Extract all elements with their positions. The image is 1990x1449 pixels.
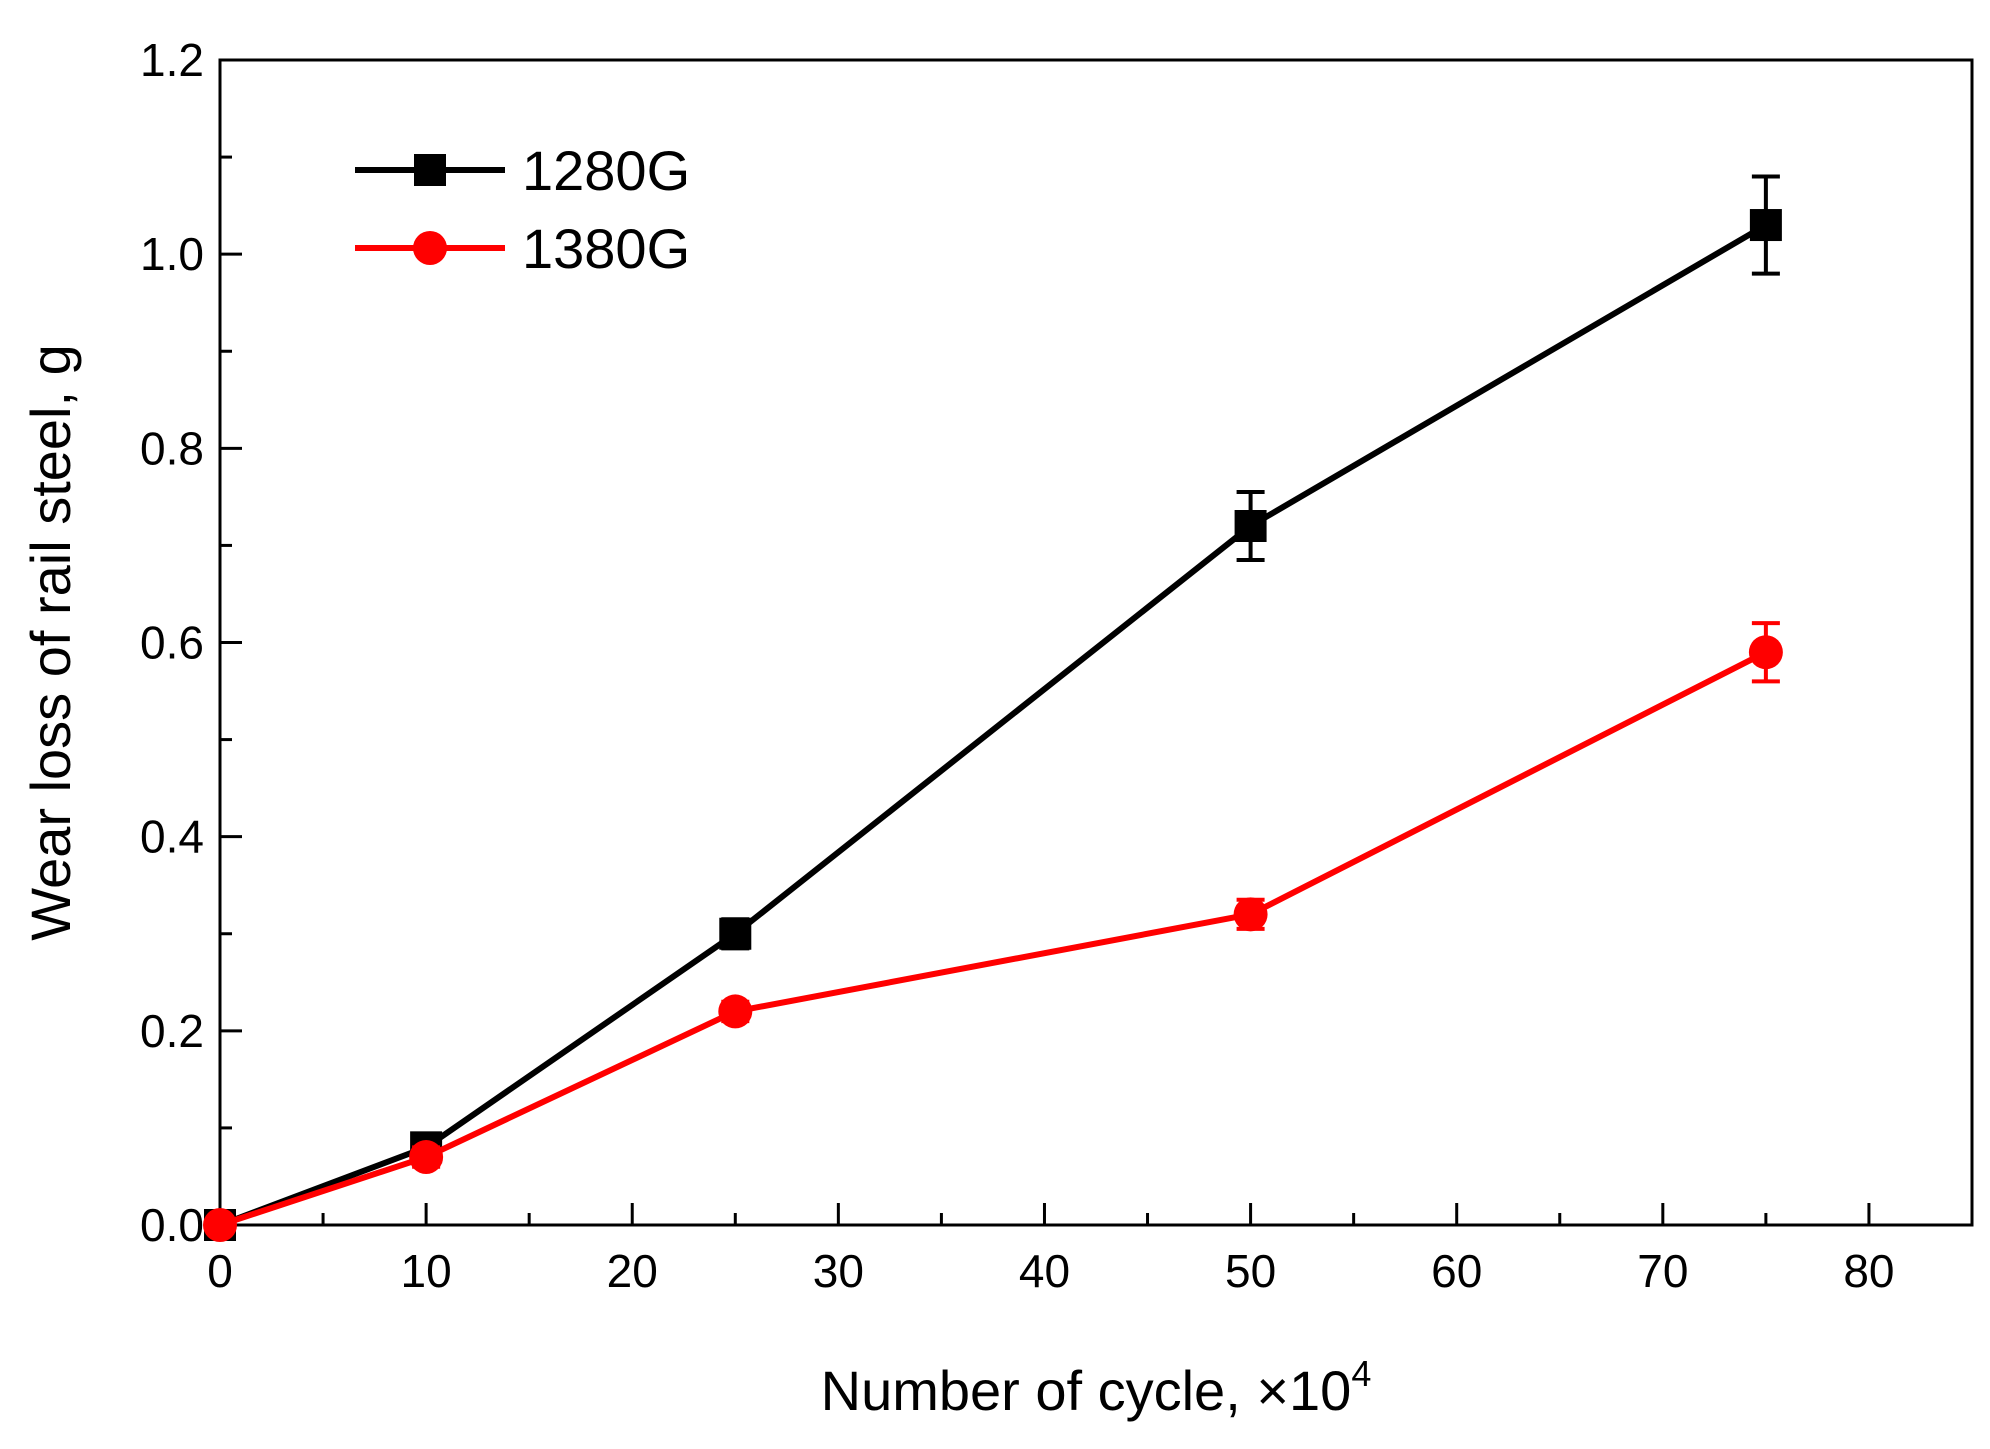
y-tick-label: 1.0: [140, 228, 204, 280]
y-axis-ticks: 0.0 0.2 0.4 0.6 0.8 1.0 1.2: [140, 34, 242, 1251]
data-point-circle: [1233, 897, 1268, 932]
data-point-square: [1234, 510, 1267, 542]
x-tick-label: 70: [1637, 1245, 1688, 1297]
x-tick-label: 30: [813, 1245, 864, 1297]
x-axis-title-exponent: 4: [1351, 1353, 1371, 1394]
x-tick-label: 0: [207, 1245, 233, 1297]
y-tick-label: 1.2: [140, 34, 204, 86]
y-tick-label: 0.4: [140, 811, 204, 863]
data-point-circle: [1748, 635, 1783, 670]
series-1380G: [203, 621, 1783, 1242]
series-line: [219, 649, 1768, 1228]
x-axis-title-text: Number of cycle,: [821, 1359, 1257, 1422]
data-point-square: [1749, 209, 1782, 242]
legend-label: 1380G: [522, 217, 690, 280]
series-line: [218, 222, 1768, 1228]
legend: 1280G 1380G: [355, 139, 690, 280]
data-point-circle: [718, 994, 753, 1029]
y-axis-title: Wear loss of rail steel, g: [19, 344, 82, 941]
x-tick-label: 50: [1225, 1245, 1276, 1297]
y-tick-label: 0.8: [140, 422, 204, 474]
x-axis-title-multiplier: ×10: [1256, 1359, 1351, 1422]
legend-marker-square: [414, 154, 446, 186]
x-tick-label: 80: [1843, 1245, 1894, 1297]
data-point-circle: [203, 1208, 237, 1242]
x-tick-label: 60: [1431, 1245, 1482, 1297]
y-tick-label: 0.2: [140, 1005, 204, 1057]
series-layer: [203, 174, 1783, 1242]
x-tick-label: 20: [607, 1245, 658, 1297]
legend-label: 1280G: [522, 139, 690, 202]
data-point-square: [719, 917, 752, 950]
legend-item-1380G: 1380G: [355, 217, 690, 280]
x-axis-title: Number of cycle, ×104: [821, 1353, 1372, 1422]
x-axis-ticks: 0 10 20 30 40 50 60 70 80: [207, 1203, 1895, 1297]
legend-marker-circle: [413, 231, 447, 265]
plot-area-frame: [218, 58, 1974, 1227]
legend-item-1280G: 1280G: [355, 139, 690, 202]
data-point-circle: [409, 1140, 444, 1175]
y-tick-label: 0.6: [140, 617, 204, 669]
series-1280G: [204, 174, 1782, 1241]
x-tick-label: 10: [401, 1245, 452, 1297]
y-tick-label: 0.0: [140, 1199, 204, 1251]
x-tick-label: 40: [1019, 1245, 1070, 1297]
